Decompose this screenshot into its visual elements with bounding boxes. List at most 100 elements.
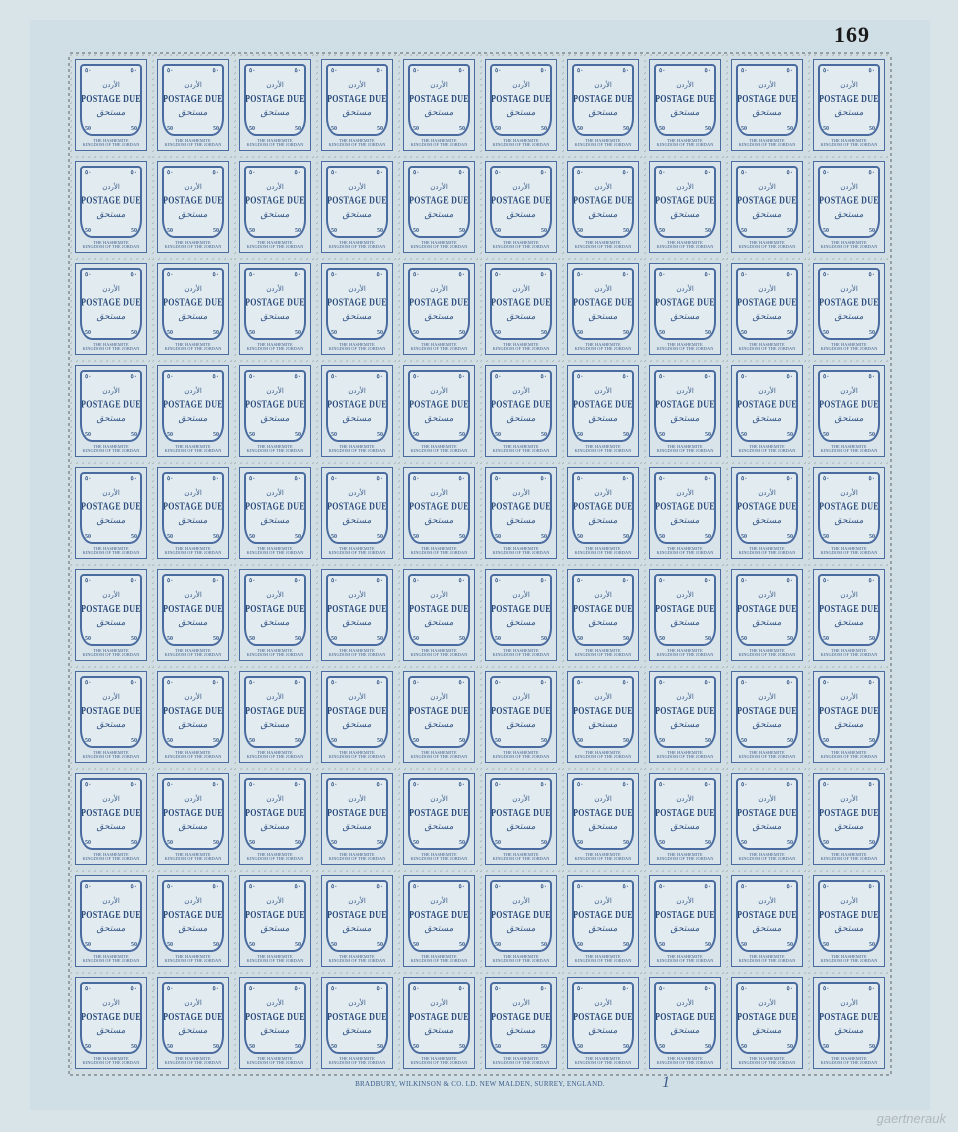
denom-corner: ٥٠ [623,68,629,74]
arabic-script: مستحق [507,107,536,118]
stamp-frame: ٥٠ ٥٠ 50 50 الأردن POSTAGE DUE مستحق THE… [731,467,803,559]
postage-due-text: POSTAGE DUE [737,909,797,921]
denom-corner: 50 [741,534,747,540]
stamp-shield: ٥٠ ٥٠ 50 50 الأردن POSTAGE DUE مستحق [80,268,142,340]
stamp-shield: ٥٠ ٥٠ 50 50 الأردن POSTAGE DUE مستحق [408,676,470,748]
stamp: ٥٠ ٥٠ 50 50 الأردن POSTAGE DUE مستحق THE… [644,360,726,462]
arabic-heading: الأردن [266,1000,284,1007]
arabic-heading: الأردن [102,286,120,293]
arabic-heading: الأردن [512,1000,530,1007]
selvage-tick [70,1074,890,1076]
country-footer: THE HASHEMITEKINGDOM OF THE JORDAN [650,547,720,556]
denom-corner: ٥٠ [577,68,583,74]
denom-corner: ٥٠ [131,476,137,482]
denom-corner: ٥٠ [705,782,711,788]
denom-corner: ٥٠ [823,884,829,890]
stamp-shield: ٥٠ ٥٠ 50 50 الأردن POSTAGE DUE مستحق [736,64,798,136]
postage-due-text: POSTAGE DUE [327,1011,387,1023]
stamp-frame: ٥٠ ٥٠ 50 50 الأردن POSTAGE DUE مستحق THE… [403,365,475,457]
stamp: ٥٠ ٥٠ 50 50 الأردن POSTAGE DUE مستحق THE… [316,360,398,462]
denom-corner: ٥٠ [495,884,501,890]
stamp-frame: ٥٠ ٥٠ 50 50 الأردن POSTAGE DUE مستحق THE… [157,263,229,355]
denom-corner: 50 [869,840,875,846]
country-footer: THE HASHEMITEKINGDOM OF THE JORDAN [814,649,884,658]
stamp-shield: ٥٠ ٥٠ 50 50 الأردن POSTAGE DUE مستحق [326,880,388,952]
denom-corner: 50 [167,840,173,846]
country-footer: THE HASHEMITEKINGDOM OF THE JORDAN [322,343,392,352]
stamp-frame: ٥٠ ٥٠ 50 50 الأردن POSTAGE DUE مستحق THE… [157,773,229,865]
postage-due-text: POSTAGE DUE [573,1011,633,1023]
denom-corner: 50 [705,330,711,336]
arabic-script: مستحق [179,209,208,220]
denom-corner: 50 [413,1044,419,1050]
stamp-frame: ٥٠ ٥٠ 50 50 الأردن POSTAGE DUE مستحق THE… [403,59,475,151]
arabic-heading: الأردن [430,184,448,191]
country-footer: THE HASHEMITEKINGDOM OF THE JORDAN [568,547,638,556]
postage-due-text: POSTAGE DUE [163,705,223,717]
stamp-frame: ٥٠ ٥٠ 50 50 الأردن POSTAGE DUE مستحق THE… [157,671,229,763]
denom-corner: ٥٠ [331,170,337,176]
country-footer: THE HASHEMITEKINGDOM OF THE JORDAN [814,1057,884,1066]
country-footer: THE HASHEMITEKINGDOM OF THE JORDAN [404,853,474,862]
denom-corner: 50 [577,636,583,642]
stamp-frame: ٥٠ ٥٠ 50 50 الأردن POSTAGE DUE مستحق THE… [239,671,311,763]
denom-corner: ٥٠ [213,476,219,482]
stamp: ٥٠ ٥٠ 50 50 الأردن POSTAGE DUE مستحق THE… [808,54,890,156]
arabic-script: مستحق [753,311,782,322]
denom-corner: 50 [459,126,465,132]
stamp-frame: ٥٠ ٥٠ 50 50 الأردن POSTAGE DUE مستحق THE… [239,773,311,865]
denom-corner: ٥٠ [659,782,665,788]
arabic-script: مستحق [425,719,454,730]
denom-corner: ٥٠ [331,782,337,788]
denom-corner: 50 [623,942,629,948]
country-footer: THE HASHEMITEKINGDOM OF THE JORDAN [322,649,392,658]
denom-corner: ٥٠ [741,374,747,380]
denom-corner: 50 [869,432,875,438]
denom-corner: ٥٠ [213,170,219,176]
postage-due-text: POSTAGE DUE [573,909,633,921]
postage-due-text: POSTAGE DUE [491,705,551,717]
arabic-heading: الأردن [594,1000,612,1007]
postage-due-text: POSTAGE DUE [819,1011,879,1023]
arabic-heading: الأردن [184,490,202,497]
denom-corner: 50 [659,432,665,438]
stamp: ٥٠ ٥٠ 50 50 الأردن POSTAGE DUE مستحق THE… [234,156,316,258]
stamp: ٥٠ ٥٠ 50 50 الأردن POSTAGE DUE مستحق THE… [726,54,808,156]
denom-corner: 50 [541,636,547,642]
arabic-heading: الأردن [512,286,530,293]
country-footer: THE HASHEMITEKINGDOM OF THE JORDAN [322,547,392,556]
country-footer: THE HASHEMITEKINGDOM OF THE JORDAN [650,343,720,352]
stamp-shield: ٥٠ ٥٠ 50 50 الأردن POSTAGE DUE مستحق [572,676,634,748]
arabic-script: مستحق [753,515,782,526]
stamp-shield: ٥٠ ٥٠ 50 50 الأردن POSTAGE DUE مستحق [408,268,470,340]
denom-corner: ٥٠ [823,374,829,380]
denom-corner: ٥٠ [869,170,875,176]
country-footer: THE HASHEMITEKINGDOM OF THE JORDAN [240,445,310,454]
denom-corner: ٥٠ [823,68,829,74]
stamp: ٥٠ ٥٠ 50 50 الأردن POSTAGE DUE مستحق THE… [152,870,234,972]
stamp-grid: ٥٠ ٥٠ 50 50 الأردن POSTAGE DUE مستحق THE… [70,54,890,1074]
denom-corner: 50 [787,432,793,438]
stamp: ٥٠ ٥٠ 50 50 الأردن POSTAGE DUE مستحق THE… [152,258,234,360]
country-footer: THE HASHEMITEKINGDOM OF THE JORDAN [240,139,310,148]
stamp: ٥٠ ٥٠ 50 50 الأردن POSTAGE DUE مستحق THE… [562,462,644,564]
country-footer: THE HASHEMITEKINGDOM OF THE JORDAN [76,445,146,454]
arabic-script: مستحق [179,821,208,832]
denom-corner: ٥٠ [167,782,173,788]
arabic-heading: الأردن [348,694,366,701]
denom-corner: 50 [413,330,419,336]
arabic-heading: الأردن [348,898,366,905]
stamp: ٥٠ ٥٠ 50 50 الأردن POSTAGE DUE مستحق THE… [316,870,398,972]
stamp: ٥٠ ٥٠ 50 50 الأردن POSTAGE DUE مستحق THE… [562,564,644,666]
stamp: ٥٠ ٥٠ 50 50 الأردن POSTAGE DUE مستحق THE… [726,870,808,972]
stamp-shield: ٥٠ ٥٠ 50 50 الأردن POSTAGE DUE مستحق [490,268,552,340]
denom-corner: 50 [659,330,665,336]
denom-corner: 50 [623,534,629,540]
stamp: ٥٠ ٥٠ 50 50 الأردن POSTAGE DUE مستحق THE… [726,666,808,768]
denom-corner: 50 [541,534,547,540]
denom-corner: ٥٠ [167,476,173,482]
arabic-script: مستحق [589,107,618,118]
arabic-script: مستحق [97,209,126,220]
stamp-shield: ٥٠ ٥٠ 50 50 الأردن POSTAGE DUE مستحق [244,880,306,952]
stamp-frame: ٥٠ ٥٠ 50 50 الأردن POSTAGE DUE مستحق THE… [239,161,311,253]
